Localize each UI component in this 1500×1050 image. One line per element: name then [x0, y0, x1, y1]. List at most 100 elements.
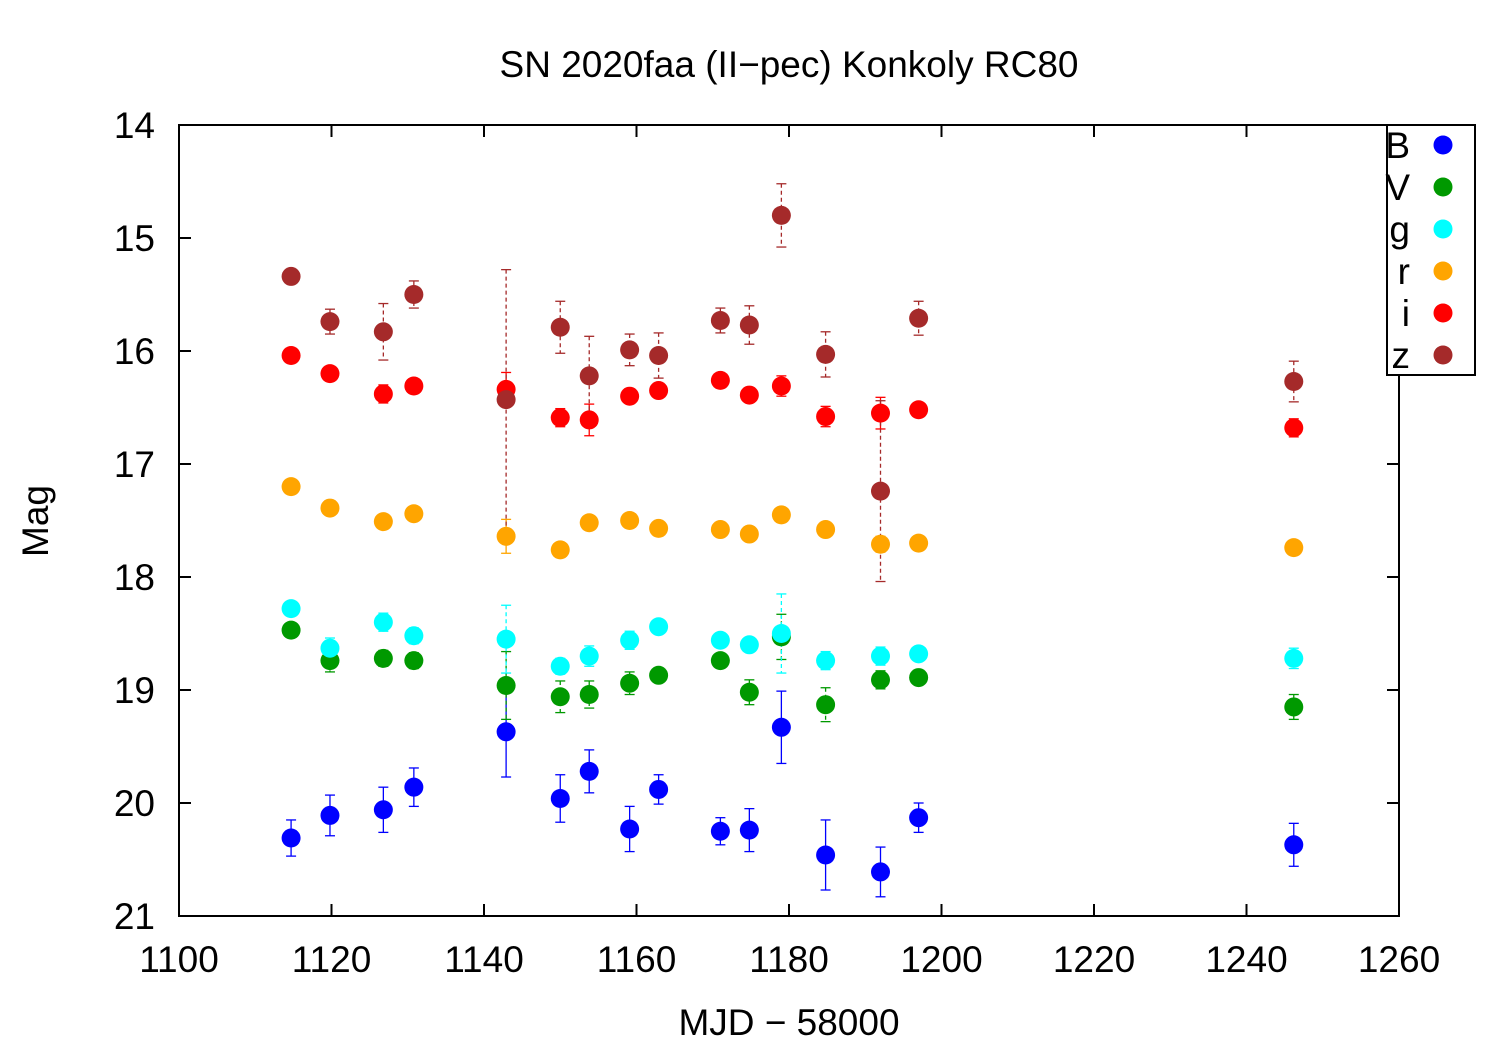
data-points — [281, 205, 1304, 882]
point-B — [909, 808, 929, 828]
point-i — [550, 408, 570, 428]
point-B — [404, 777, 424, 797]
point-r — [710, 520, 730, 540]
point-i — [404, 376, 424, 396]
legend-marker-i — [1433, 303, 1453, 323]
point-z — [871, 481, 890, 501]
x-tick-label: 1180 — [749, 939, 829, 980]
point-z — [373, 322, 393, 342]
legend-marker-g — [1433, 219, 1453, 239]
point-g — [404, 626, 424, 646]
point-r — [649, 518, 669, 538]
point-i — [710, 370, 730, 390]
y-tick-label: 19 — [114, 670, 155, 711]
point-V — [550, 687, 570, 707]
point-r — [871, 534, 890, 554]
point-r — [771, 505, 791, 525]
point-B — [871, 862, 890, 882]
point-B — [649, 779, 669, 799]
point-i — [909, 400, 929, 420]
point-i — [816, 407, 836, 427]
point-g — [550, 656, 570, 676]
point-z — [404, 285, 424, 304]
y-tick-label: 15 — [114, 218, 155, 259]
point-z — [1284, 372, 1304, 392]
point-V — [281, 620, 301, 640]
point-i — [579, 410, 599, 430]
point-V — [649, 665, 669, 685]
x-tick-label: 1140 — [444, 939, 524, 980]
legend-marker-r — [1433, 261, 1453, 281]
point-B — [816, 845, 836, 865]
point-r — [496, 526, 516, 546]
point-V — [710, 651, 730, 671]
point-r — [373, 512, 393, 532]
point-i — [373, 384, 393, 404]
x-tick-label: 1260 — [1358, 939, 1440, 980]
legend-box — [1386, 124, 1476, 376]
legend-label-B: B — [1385, 125, 1410, 166]
point-g — [909, 644, 929, 664]
point-B — [771, 717, 791, 737]
legend-marker-V — [1433, 177, 1453, 197]
point-V — [620, 673, 640, 693]
point-V — [871, 670, 890, 690]
point-B — [550, 788, 570, 808]
point-i — [739, 385, 759, 405]
point-B — [320, 805, 340, 825]
legend-label-g: g — [1389, 209, 1410, 250]
point-r — [579, 513, 599, 533]
legend-label-i: i — [1402, 293, 1410, 334]
point-z — [579, 366, 599, 386]
point-g — [649, 617, 669, 637]
point-z — [710, 310, 730, 330]
point-V — [496, 675, 516, 695]
legend-label-z: z — [1392, 335, 1411, 376]
point-z — [320, 312, 340, 332]
point-V — [404, 651, 424, 671]
point-r — [909, 533, 929, 553]
y-tick-label: 20 — [114, 783, 155, 824]
point-z — [281, 266, 301, 286]
point-i — [649, 381, 669, 401]
legend-marker-z — [1433, 345, 1453, 365]
point-z — [496, 390, 516, 410]
point-z — [620, 340, 640, 360]
point-B — [739, 820, 759, 840]
point-i — [281, 346, 301, 366]
legend-marker-B — [1433, 135, 1453, 155]
point-B — [373, 800, 393, 820]
point-B — [620, 819, 640, 839]
point-g — [710, 630, 730, 650]
point-i — [320, 364, 340, 384]
point-z — [909, 308, 929, 328]
point-r — [739, 524, 759, 544]
y-tick-label: 14 — [114, 105, 155, 146]
error-bars — [286, 183, 1299, 898]
y-tick-label: 16 — [114, 331, 155, 372]
point-g — [816, 651, 836, 671]
point-g — [496, 629, 516, 649]
point-i — [1284, 418, 1304, 438]
point-B — [281, 828, 301, 848]
point-i — [771, 376, 791, 396]
point-i — [871, 403, 890, 423]
point-g — [620, 630, 640, 650]
chart-title: SN 2020faa (II−pec) Konkoly RC80 — [500, 44, 1079, 85]
point-V — [579, 685, 599, 705]
y-tick-label: 21 — [114, 896, 155, 937]
point-V — [373, 648, 393, 668]
point-g — [579, 646, 599, 666]
point-r — [1284, 538, 1304, 558]
point-B — [710, 821, 730, 841]
point-r — [620, 511, 640, 530]
legend-label-V: V — [1385, 167, 1410, 208]
point-r — [320, 498, 340, 518]
point-V — [739, 682, 759, 702]
point-g — [320, 638, 340, 658]
x-tick-label: 1100 — [139, 939, 219, 980]
point-g — [871, 646, 890, 666]
x-tick-label: 1220 — [1053, 939, 1135, 980]
y-tick-label: 18 — [114, 557, 155, 598]
